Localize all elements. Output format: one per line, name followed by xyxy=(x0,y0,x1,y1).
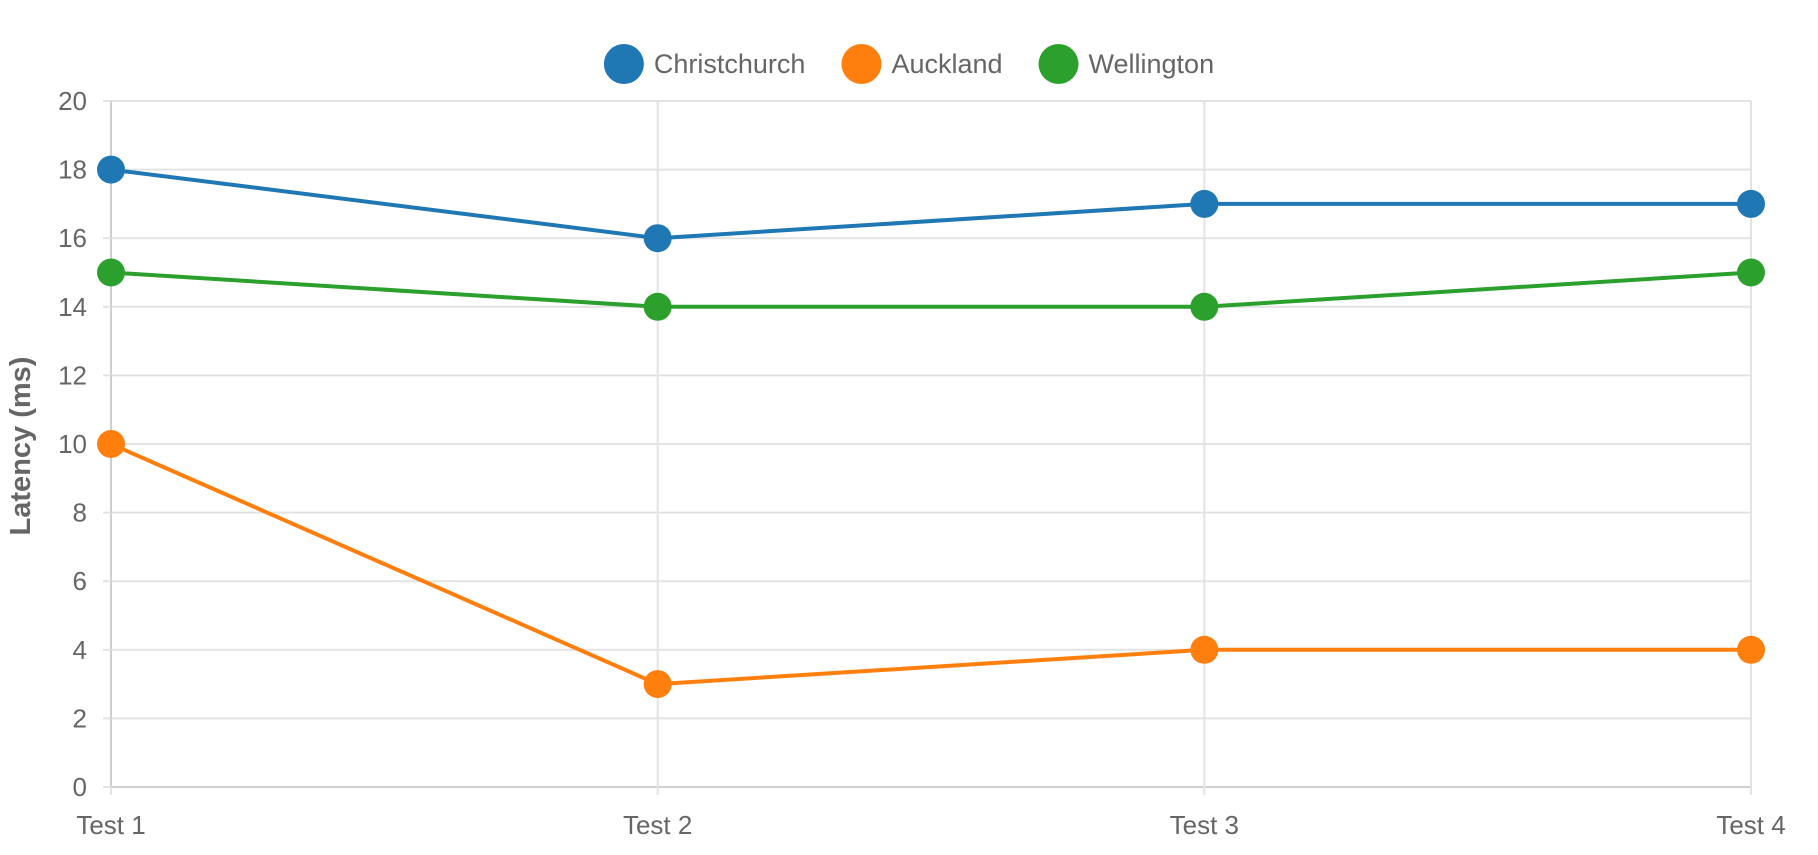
y-tick-label: 12 xyxy=(58,360,87,390)
data-point[interactable] xyxy=(1190,189,1219,218)
y-tick-label: 18 xyxy=(58,155,87,185)
legend-marker xyxy=(841,44,882,84)
y-tick-label: 20 xyxy=(58,86,87,116)
x-tick-label: Test 4 xyxy=(1716,810,1785,840)
legend-label: Christchurch xyxy=(654,49,806,79)
legend-marker xyxy=(603,44,644,84)
x-tick-label: Test 2 xyxy=(623,810,692,840)
y-tick-label: 8 xyxy=(73,498,87,528)
series-christchurch xyxy=(97,155,1765,253)
data-point[interactable] xyxy=(1737,189,1765,218)
legend-item-christchurch[interactable]: Christchurch xyxy=(603,44,806,84)
series-group xyxy=(97,155,1765,699)
series-line xyxy=(109,270,1753,309)
data-point[interactable] xyxy=(97,430,125,458)
series-line xyxy=(109,167,1753,241)
legend-label: Auckland xyxy=(891,49,1002,79)
legend-label: Wellington xyxy=(1089,49,1215,79)
data-point[interactable] xyxy=(643,224,672,253)
y-tick-label: 10 xyxy=(58,429,87,459)
y-axis-title: Latency (ms) xyxy=(5,357,37,536)
x-tick-label: Test 3 xyxy=(1170,810,1239,840)
series-line xyxy=(109,442,1753,687)
data-point[interactable] xyxy=(1190,635,1219,664)
legend-marker xyxy=(1038,44,1079,84)
data-point[interactable] xyxy=(1190,292,1219,321)
data-point[interactable] xyxy=(643,292,672,321)
legend-item-wellington[interactable]: Wellington xyxy=(1038,44,1215,84)
y-tick-label: 4 xyxy=(73,635,87,665)
series-wellington xyxy=(97,258,1765,321)
legend-item-auckland[interactable]: Auckland xyxy=(841,44,1003,84)
y-tick-label: 2 xyxy=(73,703,87,733)
y-tick-label: 6 xyxy=(73,566,87,596)
data-point[interactable] xyxy=(1737,635,1765,664)
data-point[interactable] xyxy=(97,155,125,184)
series-auckland xyxy=(97,430,1765,699)
legend: Christchurch Auckland Wellington xyxy=(603,44,1215,84)
x-tick-label: Test 1 xyxy=(76,810,145,840)
y-tick-label: 0 xyxy=(73,772,87,802)
data-point[interactable] xyxy=(643,670,672,699)
y-tick-label: 16 xyxy=(58,223,87,253)
data-point[interactable] xyxy=(1737,258,1765,287)
y-tick-label: 14 xyxy=(58,292,87,322)
axes: 0 2 4 6 8 10 12 14 16 18 20 Test 1 Test 2 Test 3 Test … xyxy=(58,86,1786,840)
grid xyxy=(110,100,1752,788)
data-point[interactable] xyxy=(97,258,125,287)
